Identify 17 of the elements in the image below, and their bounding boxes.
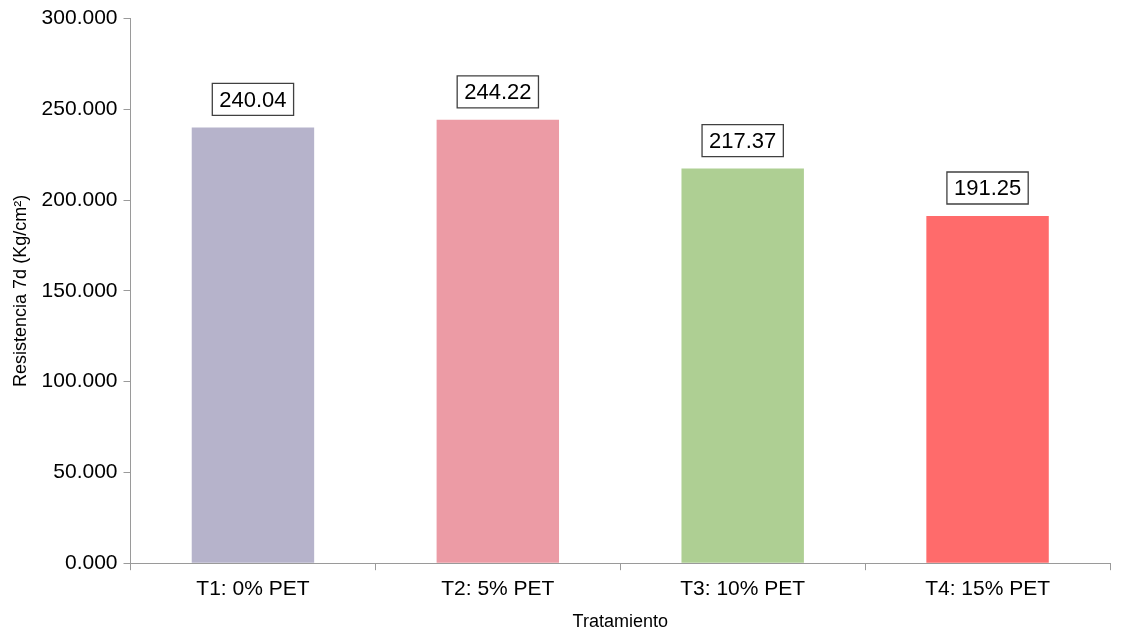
y-tick-label: 0.000 (64, 550, 118, 573)
y-tick-label: 150.000 (41, 277, 118, 301)
y-tick-label: 250.000 (41, 96, 118, 120)
x-tick-label: T1: 0% PET (196, 575, 310, 599)
x-tick-label: T4: 15% PET (925, 575, 1051, 599)
y-tick-label: 200.000 (41, 186, 118, 210)
y-tick-label: 100.000 (41, 368, 118, 392)
x-axis-title: Tratamiento (572, 611, 668, 632)
y-axis-title: Resistencia 7d (Kg/cm²) (9, 194, 30, 387)
x-tick-label: T2: 5% PET (441, 575, 555, 599)
data-label: 240.04 (219, 86, 287, 112)
y-tick-label: 50.000 (53, 459, 118, 483)
data-label: 244.22 (464, 78, 532, 104)
data-label: 191.25 (953, 175, 1022, 201)
y-tick-label: 300.000 (41, 5, 118, 29)
data-label: 217.37 (709, 127, 777, 153)
x-tick-label: T3: 10% PET (680, 575, 806, 599)
